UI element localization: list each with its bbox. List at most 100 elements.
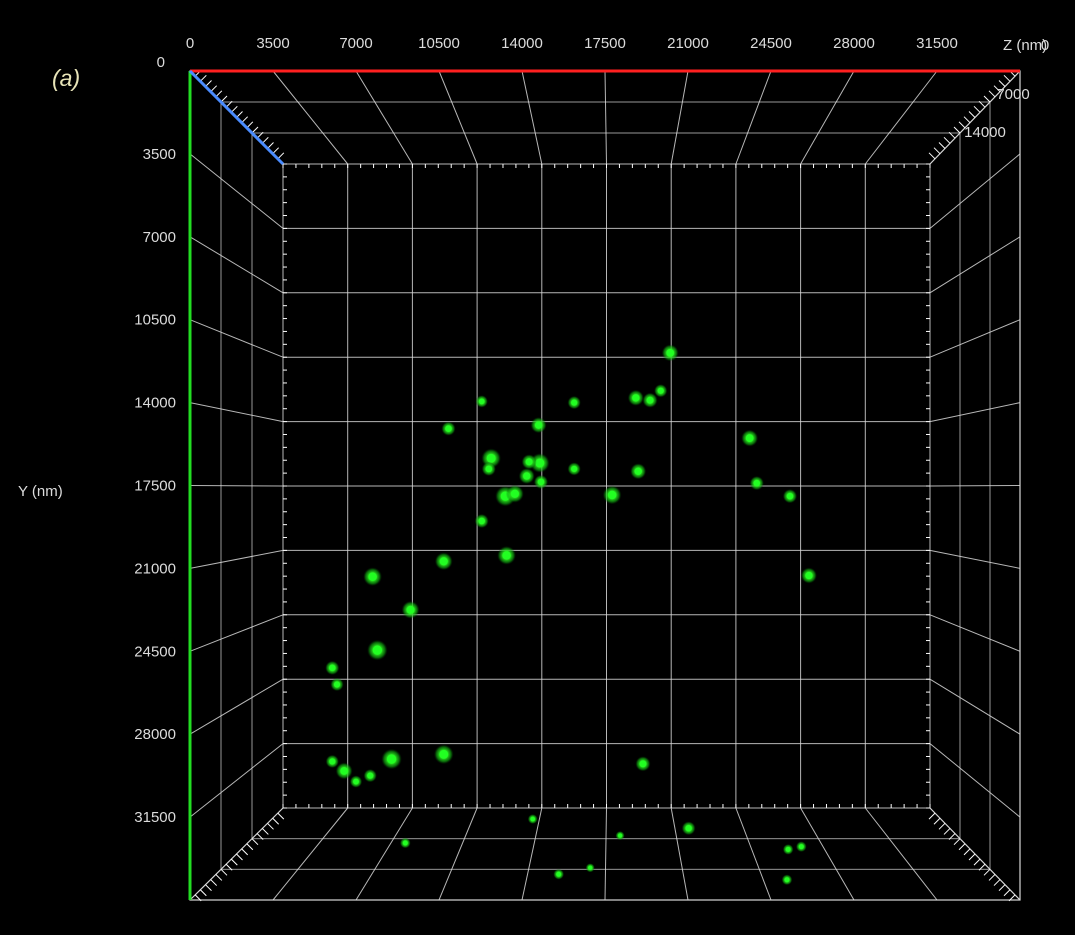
- x-tick-label: 7000: [339, 35, 372, 52]
- top-wall-line: [604, 70, 607, 165]
- depth-tick: [933, 817, 941, 825]
- right-wall-line: [929, 319, 1021, 358]
- depth-tick: [948, 833, 956, 840]
- depth-tick: [215, 874, 223, 881]
- spot-core: [510, 489, 519, 498]
- depth-tick: [993, 85, 1001, 93]
- colored-axes: [188, 69, 1020, 900]
- depth-tick: [973, 105, 981, 113]
- y-tick-label: 7000: [143, 229, 176, 246]
- right-wall-line: [929, 678, 1021, 735]
- y-tick-label: 0: [157, 54, 165, 71]
- bottom-wall-line: [670, 807, 689, 901]
- depth-tick: [958, 843, 966, 851]
- spot-core: [329, 758, 336, 765]
- depth-tick: [988, 874, 996, 881]
- left-wall-line: [189, 678, 284, 735]
- depth-tick: [225, 863, 233, 871]
- bottom-wall-line: [438, 807, 478, 901]
- x-tick-label: 10500: [418, 35, 460, 52]
- spot-core: [639, 760, 647, 768]
- spot-core: [657, 387, 664, 394]
- spot-core: [666, 349, 675, 357]
- x-tick-label: 14000: [501, 35, 543, 52]
- spot-core: [439, 749, 449, 759]
- left-wall-line: [189, 549, 284, 569]
- y-tick-label: 28000: [134, 726, 176, 743]
- spot-core: [798, 844, 804, 850]
- blue-z-axis: [188, 69, 285, 166]
- bottom-wall-line: [864, 807, 938, 901]
- depth-tick: [256, 833, 264, 840]
- y-tick-label: 10500: [134, 312, 176, 329]
- z-axis-unit-label: Z (nm): [1003, 37, 1047, 54]
- spot-core: [353, 778, 359, 785]
- bottom-wall-line: [800, 807, 855, 901]
- z-tick-label: 0: [1041, 37, 1049, 54]
- depth-tick: [953, 838, 961, 846]
- depth-tick: [953, 126, 961, 134]
- right-wall-line: [929, 614, 1021, 652]
- depth-tick: [1003, 74, 1011, 82]
- depth-tick: [205, 884, 212, 892]
- depth-tick: [938, 822, 946, 830]
- depth-tick: [1008, 894, 1016, 902]
- z-tick-label: 14000: [964, 124, 1006, 141]
- right-wall-line: [929, 236, 1021, 294]
- spot-core: [535, 458, 545, 468]
- depth-tick: [194, 894, 202, 902]
- depth-tick: [983, 95, 991, 103]
- depth-tick: [958, 121, 966, 129]
- spot-core: [534, 421, 543, 429]
- depth-tick: [230, 858, 238, 866]
- top-wall-line: [438, 70, 478, 165]
- top-wall-line: [355, 70, 413, 165]
- spot-core: [785, 846, 791, 852]
- y-tick-label: 31500: [134, 809, 176, 826]
- depth-tick: [938, 142, 946, 149]
- spot-core: [386, 754, 397, 764]
- x-tick-label: 3500: [256, 35, 289, 52]
- bottom-wall-line: [604, 807, 607, 901]
- right-wall-line: [929, 743, 1021, 818]
- y-tick-label: 21000: [134, 560, 176, 577]
- depth-tick: [983, 868, 991, 876]
- spot-core: [745, 434, 754, 442]
- spot-core: [607, 490, 617, 500]
- depth-tick: [241, 848, 249, 856]
- depth-tick: [968, 111, 976, 118]
- spot-core: [478, 398, 485, 405]
- depth-tick: [1003, 889, 1011, 897]
- spot-core: [646, 396, 654, 404]
- z-tick-label: 7000: [996, 86, 1029, 103]
- top-wall-line: [272, 70, 349, 165]
- depth-tick: [998, 80, 1006, 87]
- spot-core: [685, 825, 692, 832]
- depth-tick: [993, 879, 1001, 886]
- x-tick-label: 21000: [667, 35, 709, 52]
- depth-tick: [963, 116, 971, 124]
- spot-core: [485, 465, 493, 473]
- bottom-wall-line: [272, 807, 349, 901]
- depth-tick: [199, 889, 207, 897]
- spot-core: [478, 517, 485, 525]
- spot-core: [537, 478, 545, 486]
- spot-core: [571, 399, 578, 406]
- depth-ring: [220, 101, 991, 870]
- depth-tick: [988, 90, 996, 98]
- x-tick-label: 0: [186, 35, 194, 52]
- left-wall-line: [189, 153, 284, 229]
- spot-core: [530, 816, 535, 822]
- panel-label: (a): [52, 65, 80, 91]
- depth-tick: [210, 879, 218, 886]
- y-tick-labels: 0 3500 7000 10500 14000 17500 21000 24500 28000 3…: [134, 54, 176, 826]
- spot-core: [372, 645, 382, 655]
- left-wall-line: [189, 743, 284, 818]
- depth-ring: [251, 132, 961, 840]
- spot-core: [523, 472, 531, 480]
- spot-core: [632, 394, 640, 402]
- y-tick-label: 17500: [134, 478, 176, 495]
- depth-tick: [943, 828, 951, 835]
